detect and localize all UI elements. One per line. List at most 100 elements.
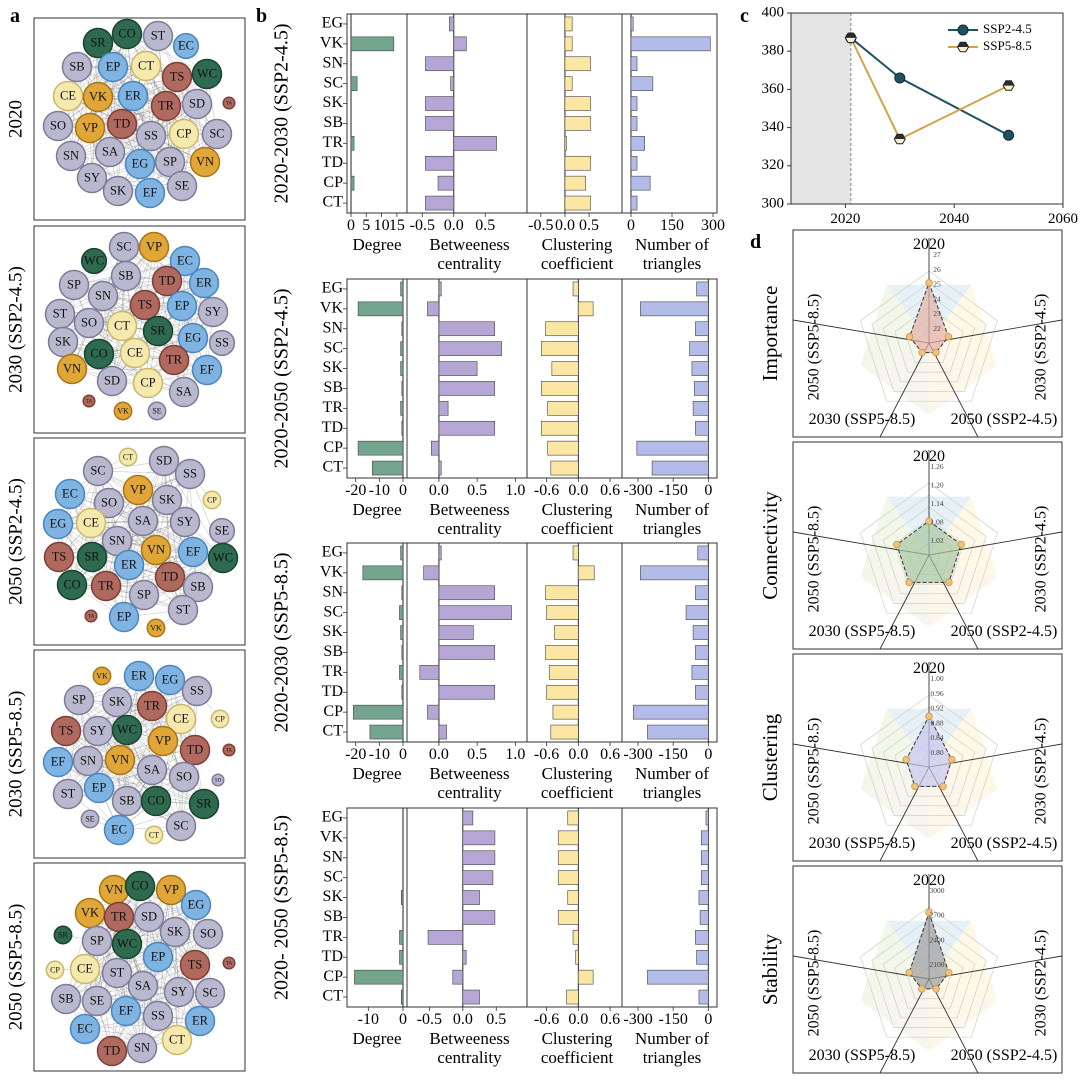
node-ep bbox=[166, 290, 198, 322]
node-label-td: TD bbox=[187, 742, 204, 756]
node-ta bbox=[82, 394, 96, 408]
node-label-ep: EP bbox=[106, 59, 121, 73]
node-label-tr: TR bbox=[144, 698, 161, 712]
node-wc bbox=[111, 928, 143, 960]
node-label-vk: VK bbox=[150, 623, 162, 632]
radar-value-point bbox=[932, 985, 940, 993]
radar-axis-label: 2020 bbox=[913, 660, 945, 677]
bar-group-2020-2030-ssp2-4-5: 2020-2030 (SSP2-4.5) EG VK SN SC SK SB TR TD CP CT… bbox=[271, 13, 725, 273]
node-sp bbox=[58, 269, 90, 301]
radar-axis-line bbox=[792, 319, 930, 344]
node-er bbox=[117, 80, 149, 112]
node-ts bbox=[129, 289, 161, 321]
node-cp bbox=[168, 118, 200, 150]
bar-category-label: SC bbox=[323, 603, 343, 620]
node-sd bbox=[181, 88, 213, 120]
node-label-co: CO bbox=[131, 878, 148, 892]
bar-metric-label: Number of bbox=[635, 1029, 709, 1048]
bar-sb-betweeness-centrality bbox=[425, 116, 455, 131]
bar-sn-betweeness-centrality bbox=[425, 56, 455, 72]
node-label-sn: SN bbox=[109, 533, 125, 547]
node-sn bbox=[72, 745, 104, 777]
radar-value-point bbox=[911, 782, 919, 791]
radar-title: Clustering bbox=[758, 713, 782, 801]
node-label-sd: SD bbox=[141, 909, 157, 923]
bar-category-label: TR bbox=[323, 663, 344, 680]
bar-tr-number-of-triangles bbox=[691, 665, 709, 680]
bar-axis-tick-label: 0.0 bbox=[429, 746, 449, 763]
network-2030-ssp5-8-5: 2030 (SSP5-8.5) VK ER EG SP SK TR SS TS SY WC CE CP E… bbox=[5, 649, 246, 859]
node-label-vp: VP bbox=[130, 482, 146, 496]
node-label-ce: CE bbox=[83, 515, 99, 529]
node-label-co: CO bbox=[63, 577, 80, 591]
bar-sc-betweeness-centrality bbox=[438, 605, 512, 620]
node-sy bbox=[197, 296, 229, 328]
radar-axis-label: 2030 (SSP2-4.5) bbox=[1033, 506, 1050, 613]
node-vn bbox=[104, 744, 136, 776]
bar-sc-clustering-coefficient bbox=[564, 76, 573, 91]
node-vp bbox=[147, 725, 179, 757]
network-title: 2050 (SSP2-4.5) bbox=[5, 478, 26, 605]
node-vp bbox=[138, 231, 170, 263]
node-st bbox=[142, 20, 174, 52]
node-label-ts: TS bbox=[170, 69, 185, 83]
node-td bbox=[179, 734, 211, 766]
radar-title: Connectivity bbox=[758, 491, 782, 600]
radar-tick-label: 23 bbox=[933, 309, 941, 318]
node-ss bbox=[174, 458, 206, 490]
bar-axis-tick-label: 300 bbox=[701, 217, 725, 234]
bar-metric-label: Clustering bbox=[542, 235, 613, 254]
node-sc bbox=[194, 977, 226, 1009]
radar-axis-label: 2020 bbox=[913, 236, 945, 253]
bar-category-label: CT bbox=[323, 459, 344, 476]
bar-vk-betweeness-centrality bbox=[462, 830, 496, 846]
node-sc bbox=[82, 455, 114, 487]
panel-c-line-chart: c 300 320 340 360 380 400 2020 2040 2060 SSP2-4.5… bbox=[740, 4, 1078, 227]
bar-category-label: SB bbox=[323, 908, 343, 925]
radar-value-point bbox=[918, 348, 926, 357]
bar-metric-label: triangles bbox=[643, 254, 702, 273]
node-label-sc: SC bbox=[209, 126, 224, 140]
bar-category-label: EG bbox=[322, 809, 344, 826]
bar-sk-number-of-triangles bbox=[630, 96, 638, 111]
legend-label-ssp5-8-5: SSP5-8.5 bbox=[983, 38, 1032, 53]
bar-sk-number-of-triangles bbox=[698, 890, 709, 905]
node-ta bbox=[222, 743, 236, 757]
bar-tr-betweeness-centrality bbox=[419, 665, 440, 680]
radar-axis-label: 2030 (SSP5-8.5) bbox=[809, 1047, 916, 1064]
node-label-sn: SN bbox=[63, 148, 79, 162]
node-label-ts: TS bbox=[188, 957, 203, 971]
bar-group-title: 2020- 2050 (SSP5-8.5) bbox=[271, 815, 293, 1000]
bar-tr-clustering-coefficient bbox=[572, 930, 579, 945]
node-label-ta: TA bbox=[86, 400, 93, 405]
node-ef bbox=[191, 354, 223, 386]
bar-td-clustering-coefficient bbox=[546, 684, 579, 700]
node-label-ss: SS bbox=[151, 1008, 165, 1022]
bar-category-label: SB bbox=[323, 114, 343, 131]
bar-sn-number-of-triangles bbox=[700, 850, 709, 866]
line-series-ssp5-8-5 bbox=[849, 37, 1010, 141]
node-ef bbox=[110, 995, 142, 1027]
legend-marker-top-ssp5-8-5 bbox=[957, 42, 969, 47]
node-label-tr: TR bbox=[111, 909, 128, 923]
node-td bbox=[151, 265, 183, 297]
bar-cp-degree bbox=[350, 175, 355, 191]
bar-sc-number-of-triangles bbox=[689, 341, 709, 356]
bar-vk-degree bbox=[362, 565, 404, 581]
node-st bbox=[52, 778, 84, 810]
node-label-ts: TS bbox=[59, 723, 74, 737]
node-eg bbox=[180, 889, 212, 921]
bar-metric-label: triangles bbox=[643, 519, 702, 538]
network-title: 2050 (SSP5-8.5) bbox=[5, 904, 26, 1031]
radar-value-point bbox=[957, 540, 965, 549]
bar-vk-clustering-coefficient bbox=[564, 36, 573, 52]
bar-cp-betweeness-centrality bbox=[437, 175, 455, 191]
node-wc bbox=[80, 247, 108, 275]
node-ec bbox=[172, 32, 200, 60]
node-label-ct: CT bbox=[138, 58, 154, 72]
bar-sn-clustering-coefficient bbox=[545, 321, 579, 337]
bar-sc-number-of-triangles bbox=[685, 605, 709, 620]
node-vp bbox=[122, 474, 154, 506]
node-label-wc: WC bbox=[213, 550, 233, 564]
node-label-sr: SR bbox=[58, 930, 68, 939]
